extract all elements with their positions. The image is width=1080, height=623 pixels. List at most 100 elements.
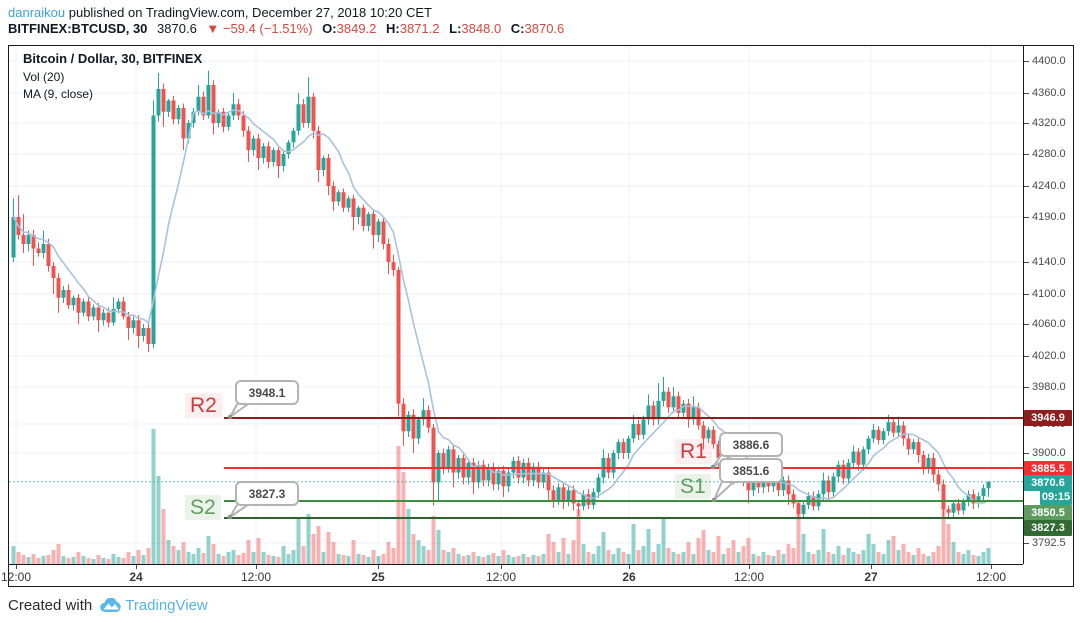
- candle-down: [586, 494, 591, 505]
- candle-up: [681, 403, 686, 413]
- candle-down: [891, 422, 896, 433]
- volume-bar: [266, 555, 271, 564]
- candle-down: [51, 266, 56, 278]
- candle-down: [791, 494, 796, 504]
- legend-volume[interactable]: Vol (20): [23, 70, 65, 84]
- volume-bar: [26, 557, 31, 564]
- candle-down: [941, 484, 946, 510]
- volume-bar: [701, 530, 706, 564]
- candle-down: [326, 158, 331, 186]
- author-link[interactable]: danraikou: [8, 5, 66, 20]
- candlestick-chart[interactable]: [9, 46, 1023, 564]
- volume-bar: [986, 548, 991, 564]
- price-axis[interactable]: 4400.0 4360.0 4320.0 4280.0 4240.0 4190.0 4140…: [1024, 46, 1073, 564]
- price-tick-label: 3792.5: [1032, 537, 1066, 549]
- candle-up: [321, 158, 326, 170]
- candle-down: [841, 464, 846, 479]
- candle-up: [306, 96, 311, 123]
- volume-bar: [351, 540, 356, 564]
- volume-bar: [676, 554, 681, 564]
- chart-canvas[interactable]: R2 R1 S1 S2 3948.1 3886.6 3851.6 3827.3 Bitcoin…: [9, 46, 1024, 564]
- candle-down: [256, 138, 261, 158]
- price-change: −59.4 (−1.51%): [222, 21, 313, 36]
- volume-bar: [691, 554, 696, 564]
- volume-bar: [176, 550, 181, 564]
- price-tick: [1024, 262, 1029, 263]
- legend-ma[interactable]: MA (9, close): [23, 87, 94, 101]
- volume-bar: [656, 544, 661, 564]
- volume-bar: [181, 542, 186, 564]
- candle-up: [446, 449, 451, 468]
- volume-bar: [451, 548, 456, 564]
- candle-down: [36, 248, 41, 253]
- candle-down: [181, 108, 186, 139]
- candle-up: [566, 490, 571, 502]
- volume-bar: [516, 556, 521, 564]
- candle-up: [176, 108, 181, 120]
- candle-down: [536, 466, 541, 483]
- candle-up: [656, 400, 661, 420]
- volume-bar: [741, 546, 746, 564]
- candle-down: [711, 429, 716, 445]
- volume-bar: [46, 555, 51, 564]
- candle-up: [646, 405, 651, 420]
- candle-up: [626, 438, 631, 453]
- low-value: 3848.0: [461, 21, 502, 36]
- volume-bar: [416, 540, 421, 564]
- price-tick: [1024, 324, 1029, 325]
- time-tick: [136, 565, 137, 569]
- candle-down: [246, 130, 251, 151]
- volume-bar: [621, 552, 626, 564]
- volume-bar: [716, 536, 721, 564]
- volume-bar: [66, 558, 71, 564]
- candle-up: [131, 320, 136, 328]
- anchor-dot: [227, 514, 233, 520]
- volume-bar: [756, 556, 761, 564]
- volume-bar: [286, 554, 291, 564]
- candle-up: [611, 453, 616, 473]
- price-tick-label: 4100.0: [1032, 288, 1066, 300]
- volume-bar: [326, 532, 331, 564]
- price-tick-label: 3900.0: [1032, 447, 1066, 459]
- volume-bar: [136, 550, 141, 564]
- candle-up: [416, 419, 421, 439]
- time-axis[interactable]: 12:00 24 12:00 25 12:00 26 12:00 27 12:00: [1, 564, 1023, 586]
- candle-down: [916, 442, 921, 455]
- candle-up: [41, 244, 46, 253]
- volume-bar: [421, 546, 426, 564]
- volume-bar: [711, 552, 716, 564]
- candle-down: [351, 198, 356, 217]
- candle-up: [556, 487, 561, 501]
- volume-bar: [466, 555, 471, 564]
- volume-bar: [936, 546, 941, 564]
- volume-bar: [146, 548, 151, 564]
- volume-bar: [76, 552, 81, 564]
- candle-up: [846, 462, 851, 479]
- close-label: C:: [510, 21, 525, 36]
- volume-bar: [336, 554, 341, 564]
- volume-bar: [371, 550, 376, 564]
- volume-bar: [361, 555, 366, 564]
- anchor-dot: [711, 497, 717, 503]
- candle-down: [201, 96, 206, 116]
- price-tooltip: 3886.6: [719, 432, 783, 457]
- volume-bar: [546, 534, 551, 564]
- volume-bar: [781, 554, 786, 564]
- candle-up: [751, 477, 756, 491]
- price-tick: [1024, 387, 1029, 388]
- candle-up: [366, 213, 371, 226]
- time-tick-label: 12:00: [975, 570, 1007, 584]
- tradingview-brand-link[interactable]: TradingView: [125, 597, 208, 614]
- price-tick-label: 4280.0: [1032, 148, 1066, 160]
- volume-bar: [256, 538, 261, 564]
- candle-down: [901, 425, 906, 439]
- candle-down: [301, 104, 306, 123]
- candle-up: [781, 480, 786, 491]
- volume-bar: [116, 557, 121, 564]
- volume-bar: [591, 554, 596, 564]
- time-tick: [378, 565, 379, 569]
- volume-bar: [56, 544, 61, 564]
- time-tick: [256, 565, 257, 569]
- candle-down: [451, 449, 456, 473]
- price-tag: 3827.3: [1024, 520, 1072, 536]
